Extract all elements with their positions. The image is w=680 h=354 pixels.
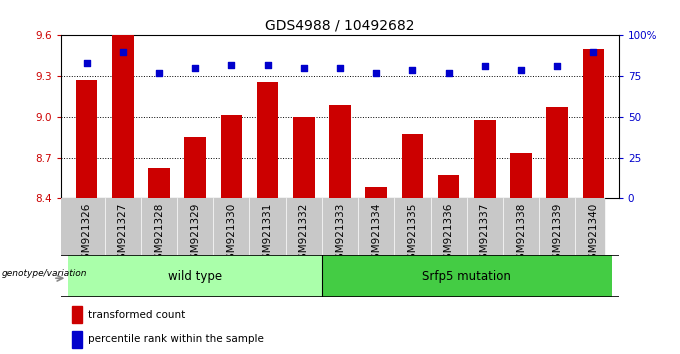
Text: GSM921326: GSM921326 — [82, 203, 92, 266]
Text: genotype/variation: genotype/variation — [1, 269, 87, 279]
Bar — [69, 255, 322, 297]
Text: transformed count: transformed count — [88, 309, 185, 320]
Bar — [257, 81, 278, 198]
Point — [515, 67, 526, 73]
Point — [371, 70, 381, 76]
Text: percentile rank within the sample: percentile rank within the sample — [88, 334, 264, 344]
Bar — [474, 120, 496, 198]
Point — [407, 67, 418, 73]
Point — [299, 65, 309, 71]
Text: GSM921328: GSM921328 — [154, 203, 164, 266]
Text: GSM921327: GSM921327 — [118, 203, 128, 266]
Text: GSM921337: GSM921337 — [480, 203, 490, 266]
Point — [335, 65, 345, 71]
Point — [262, 62, 273, 68]
Point — [479, 63, 490, 69]
Text: GSM921329: GSM921329 — [190, 203, 200, 266]
Point — [588, 49, 599, 55]
Text: GSM921335: GSM921335 — [407, 203, 418, 266]
Bar — [184, 137, 206, 198]
Point — [154, 70, 165, 76]
Text: GSM921340: GSM921340 — [588, 203, 598, 266]
Bar — [112, 35, 133, 198]
Text: GSM921332: GSM921332 — [299, 203, 309, 266]
Bar — [148, 169, 170, 198]
Point — [81, 60, 92, 66]
Bar — [220, 115, 242, 198]
Bar — [510, 153, 532, 198]
Bar — [75, 80, 97, 198]
Point — [226, 62, 237, 68]
Point — [118, 49, 129, 55]
Text: GSM921339: GSM921339 — [552, 203, 562, 266]
Text: wild type: wild type — [168, 270, 222, 282]
Bar — [293, 117, 315, 198]
Title: GDS4988 / 10492682: GDS4988 / 10492682 — [265, 19, 415, 33]
Text: GSM921330: GSM921330 — [226, 203, 237, 266]
Text: GSM921331: GSM921331 — [262, 203, 273, 266]
Bar — [402, 135, 423, 198]
Text: Srfp5 mutation: Srfp5 mutation — [422, 270, 511, 282]
Bar — [329, 105, 351, 198]
Bar — [547, 107, 568, 198]
Text: GSM921338: GSM921338 — [516, 203, 526, 266]
Bar — [438, 175, 460, 198]
Text: GSM921333: GSM921333 — [335, 203, 345, 266]
Bar — [365, 187, 387, 198]
Point — [443, 70, 454, 76]
Text: GSM921336: GSM921336 — [443, 203, 454, 266]
Bar — [322, 255, 611, 297]
Bar — [72, 331, 82, 348]
Point — [551, 63, 562, 69]
Bar — [583, 49, 605, 198]
Point — [190, 65, 201, 71]
Text: GSM921334: GSM921334 — [371, 203, 381, 266]
Bar — [72, 306, 82, 323]
